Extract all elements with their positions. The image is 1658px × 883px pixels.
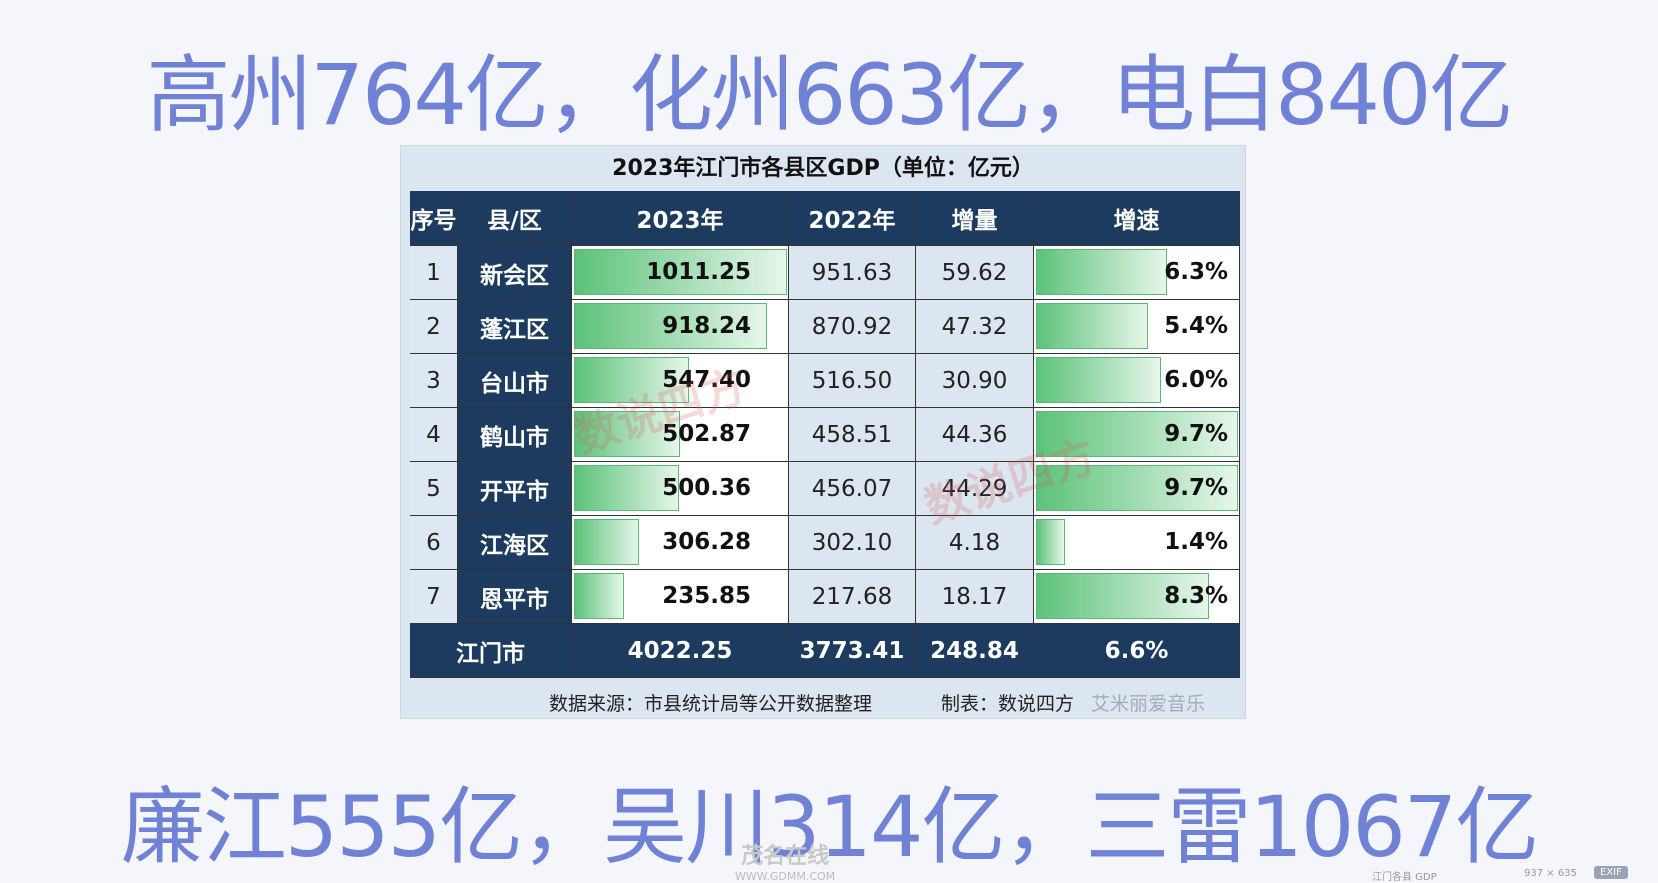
cell-value: 5 bbox=[410, 462, 458, 516]
cell-value: 458.51 bbox=[789, 408, 916, 462]
total-cell: 248.84 bbox=[916, 624, 1034, 678]
cell-value: 1 bbox=[410, 246, 458, 300]
county-name: 恩平市 bbox=[458, 570, 572, 624]
cell-value: 1011.25 bbox=[646, 259, 751, 285]
cell-value: 6 bbox=[410, 516, 458, 570]
cell-value: 3 bbox=[410, 354, 458, 408]
cell-value: 47.32 bbox=[916, 300, 1034, 354]
cell-value: 9.7% bbox=[1164, 421, 1228, 447]
cell-value: 302.10 bbox=[789, 516, 916, 570]
data-bar bbox=[574, 303, 768, 349]
county-name: 江海区 bbox=[458, 516, 572, 570]
cell-value: 500.36 bbox=[662, 475, 751, 501]
column-header: 增速 bbox=[1034, 191, 1240, 246]
cell-value: 516.50 bbox=[789, 354, 916, 408]
data-bar bbox=[574, 519, 639, 565]
viewer-badge[interactable]: EXIF bbox=[1594, 866, 1628, 879]
cell-value: 7 bbox=[410, 570, 458, 624]
table-maker: 制表：数说四方 bbox=[941, 693, 1075, 715]
overlay-text: 艾米丽爱音乐 bbox=[1091, 693, 1206, 715]
data-bar bbox=[1036, 411, 1238, 457]
total-cell: 6.6% bbox=[1034, 624, 1240, 678]
cell-value: 235.85 bbox=[662, 583, 751, 609]
total-cell: 3773.41 bbox=[789, 624, 916, 678]
cell-value: 59.62 bbox=[916, 246, 1034, 300]
column-header: 2023年 bbox=[572, 191, 789, 246]
cell-value: 547.40 bbox=[662, 367, 751, 393]
cell-value: 8.3% bbox=[1164, 583, 1228, 609]
county-name: 蓬江区 bbox=[458, 300, 572, 354]
column-header: 县/区 bbox=[458, 191, 572, 246]
data-bar bbox=[574, 465, 680, 511]
data-bar bbox=[1036, 303, 1149, 349]
data-bar bbox=[1036, 249, 1168, 295]
data-bar bbox=[574, 573, 624, 619]
data-bar bbox=[1036, 573, 1209, 619]
viewer-size: 937 × 635 bbox=[1524, 868, 1577, 879]
logo-url: WWW.GDMM.COM bbox=[735, 870, 836, 883]
data-bar bbox=[574, 411, 680, 457]
cell-value: 4 bbox=[410, 408, 458, 462]
cell-value: 870.92 bbox=[789, 300, 916, 354]
data-bar bbox=[574, 357, 690, 403]
column-header: 2022年 bbox=[789, 191, 916, 246]
cell-value: 44.36 bbox=[916, 408, 1034, 462]
cell-value: 18.17 bbox=[916, 570, 1034, 624]
county-name: 开平市 bbox=[458, 462, 572, 516]
cell-value: 456.07 bbox=[789, 462, 916, 516]
cell-value: 306.28 bbox=[662, 529, 751, 555]
data-bar bbox=[574, 249, 787, 295]
gdp-table-image: 2023年江门市各县区GDP（单位：亿元） 序号 县/区 2023年 2022年 增量 增速… bbox=[400, 145, 1246, 719]
county-name: 台山市 bbox=[458, 354, 572, 408]
cell-value: 6.3% bbox=[1164, 259, 1228, 285]
total-cell: 江门市 bbox=[410, 624, 572, 678]
cell-value: 951.63 bbox=[789, 246, 916, 300]
total-cell: 4022.25 bbox=[572, 624, 789, 678]
viewer-filename: 江门各县 GDP bbox=[1372, 872, 1437, 883]
footer-title: 廉江555亿，吴川314亿，三雷1067亿 bbox=[120, 778, 1539, 876]
table-source: 数据来源：市县统计局等公开数据整理 bbox=[549, 693, 873, 715]
data-bar bbox=[1036, 357, 1161, 403]
cell-value: 217.68 bbox=[789, 570, 916, 624]
column-header: 序号 bbox=[410, 191, 458, 246]
cell-value: 5.4% bbox=[1164, 313, 1228, 339]
logo: 茂名在线 WWW.GDMM.COM bbox=[735, 838, 835, 883]
data-bar bbox=[1036, 465, 1238, 511]
cell-value: 30.90 bbox=[916, 354, 1034, 408]
cell-value: 1.4% bbox=[1164, 529, 1228, 555]
logo-name: 茂名在线 bbox=[741, 844, 830, 869]
county-name: 鹤山市 bbox=[458, 408, 572, 462]
header-title: 高州764亿，化州663亿，电白840亿 bbox=[146, 46, 1514, 144]
column-header: 增量 bbox=[916, 191, 1034, 246]
cell-value: 918.24 bbox=[662, 313, 751, 339]
county-name: 新会区 bbox=[458, 246, 572, 300]
bar-cell bbox=[1034, 516, 1240, 570]
table-title: 2023年江门市各县区GDP（单位：亿元） bbox=[612, 156, 1034, 181]
cell-value: 4.18 bbox=[916, 516, 1034, 570]
cell-value: 502.87 bbox=[662, 421, 751, 447]
cell-value: 2 bbox=[410, 300, 458, 354]
cell-value: 44.29 bbox=[916, 462, 1034, 516]
cell-value: 9.7% bbox=[1164, 475, 1228, 501]
cell-value: 6.0% bbox=[1164, 367, 1228, 393]
data-bar bbox=[1036, 519, 1066, 565]
